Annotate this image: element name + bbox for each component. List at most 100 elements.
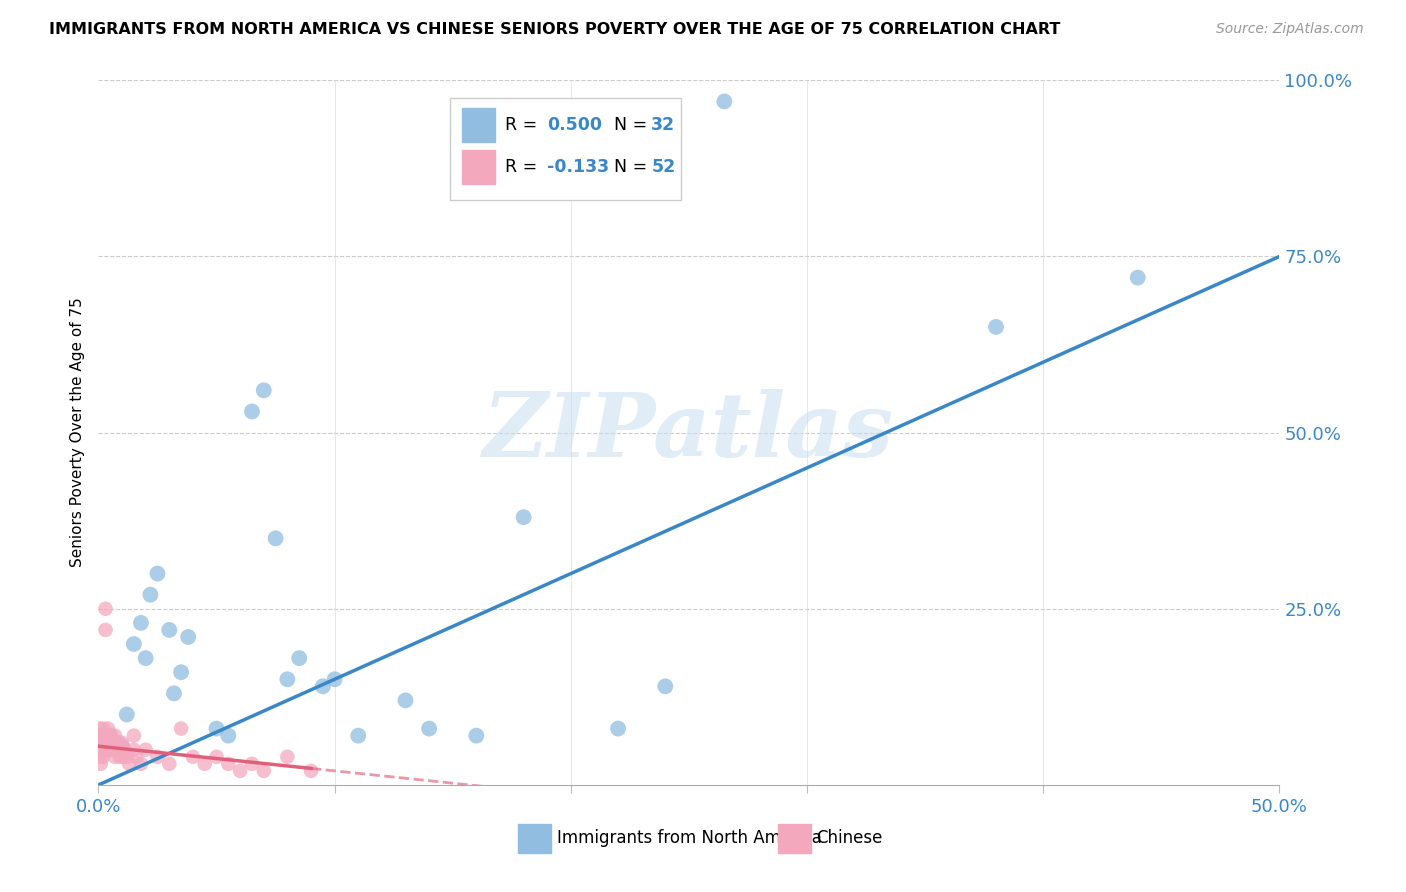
Point <box>91 742 114 756</box>
Point <box>122 729 145 743</box>
Point <box>90 729 112 743</box>
Point <box>105 742 128 756</box>
Point <box>115 749 138 764</box>
Point <box>194 756 217 771</box>
Point <box>111 749 134 764</box>
Point <box>205 749 228 764</box>
Point <box>253 764 276 778</box>
Text: -0.133: -0.133 <box>547 158 609 176</box>
Point <box>512 510 534 524</box>
Point <box>94 623 117 637</box>
Text: 52: 52 <box>651 158 675 176</box>
Point <box>91 722 114 736</box>
Point <box>101 742 124 756</box>
Bar <box>778 823 811 854</box>
Point <box>217 756 239 771</box>
Point <box>89 736 111 750</box>
Point <box>323 673 346 687</box>
Point <box>229 764 252 778</box>
Point <box>135 742 157 756</box>
Point <box>170 665 193 680</box>
Point <box>118 756 141 771</box>
Point <box>98 729 121 743</box>
Point <box>105 736 128 750</box>
Point <box>418 722 440 736</box>
Point <box>347 729 370 743</box>
Point <box>98 736 121 750</box>
Text: Immigrants from North America: Immigrants from North America <box>557 829 821 847</box>
Text: N =: N = <box>603 158 652 176</box>
Point <box>98 729 121 743</box>
Y-axis label: Seniors Poverty Over the Age of 75: Seniors Poverty Over the Age of 75 <box>69 298 84 567</box>
Point <box>104 749 127 764</box>
Point <box>90 736 112 750</box>
Point <box>97 722 120 736</box>
Point <box>312 679 335 693</box>
FancyBboxPatch shape <box>450 98 681 200</box>
Bar <box>463 108 495 142</box>
Point <box>146 749 169 764</box>
Point <box>984 320 1007 334</box>
Text: 32: 32 <box>651 116 675 134</box>
Point <box>90 756 112 771</box>
Point <box>177 630 200 644</box>
Point <box>129 756 152 771</box>
Text: 0.500: 0.500 <box>547 116 602 134</box>
Point <box>240 756 263 771</box>
Point <box>122 637 145 651</box>
Text: Source: ZipAtlas.com: Source: ZipAtlas.com <box>1216 22 1364 37</box>
Point <box>90 742 112 756</box>
Point <box>264 532 287 546</box>
Point <box>94 736 117 750</box>
Text: R =: R = <box>505 116 543 134</box>
Point <box>91 736 114 750</box>
Text: Chinese: Chinese <box>817 829 883 847</box>
Text: N =: N = <box>603 116 652 134</box>
Point <box>91 749 114 764</box>
Point <box>108 749 131 764</box>
Point <box>125 749 148 764</box>
Point <box>205 722 228 736</box>
Point <box>111 736 134 750</box>
Point <box>94 736 117 750</box>
Bar <box>517 823 551 854</box>
Text: ZIPatlas: ZIPatlas <box>484 390 894 475</box>
Point <box>115 707 138 722</box>
Point <box>89 722 111 736</box>
Point <box>94 742 117 756</box>
Point <box>104 729 127 743</box>
Text: IMMIGRANTS FROM NORTH AMERICA VS CHINESE SENIORS POVERTY OVER THE AGE OF 75 CORR: IMMIGRANTS FROM NORTH AMERICA VS CHINESE… <box>49 22 1060 37</box>
Point <box>276 749 298 764</box>
Point <box>98 742 121 756</box>
Point <box>240 404 263 418</box>
Point <box>217 729 239 743</box>
Point <box>101 736 124 750</box>
Point <box>607 722 630 736</box>
Point <box>465 729 488 743</box>
Point <box>91 729 114 743</box>
Point <box>122 742 145 756</box>
Bar <box>463 150 495 184</box>
Point <box>90 749 112 764</box>
Point <box>394 693 416 707</box>
Point <box>94 601 117 615</box>
Point <box>713 95 735 109</box>
Point <box>90 729 112 743</box>
Point <box>157 623 180 637</box>
Point <box>157 756 180 771</box>
Point <box>654 679 676 693</box>
Point <box>129 615 152 630</box>
Point <box>253 384 276 398</box>
Point <box>112 742 135 756</box>
Point <box>97 729 120 743</box>
Point <box>299 764 322 778</box>
Point <box>135 651 157 665</box>
Point <box>105 736 128 750</box>
Point <box>111 739 134 754</box>
Point <box>90 739 112 754</box>
Point <box>139 588 162 602</box>
Point <box>288 651 311 665</box>
Text: R =: R = <box>505 158 543 176</box>
Point <box>181 749 204 764</box>
Point <box>146 566 169 581</box>
